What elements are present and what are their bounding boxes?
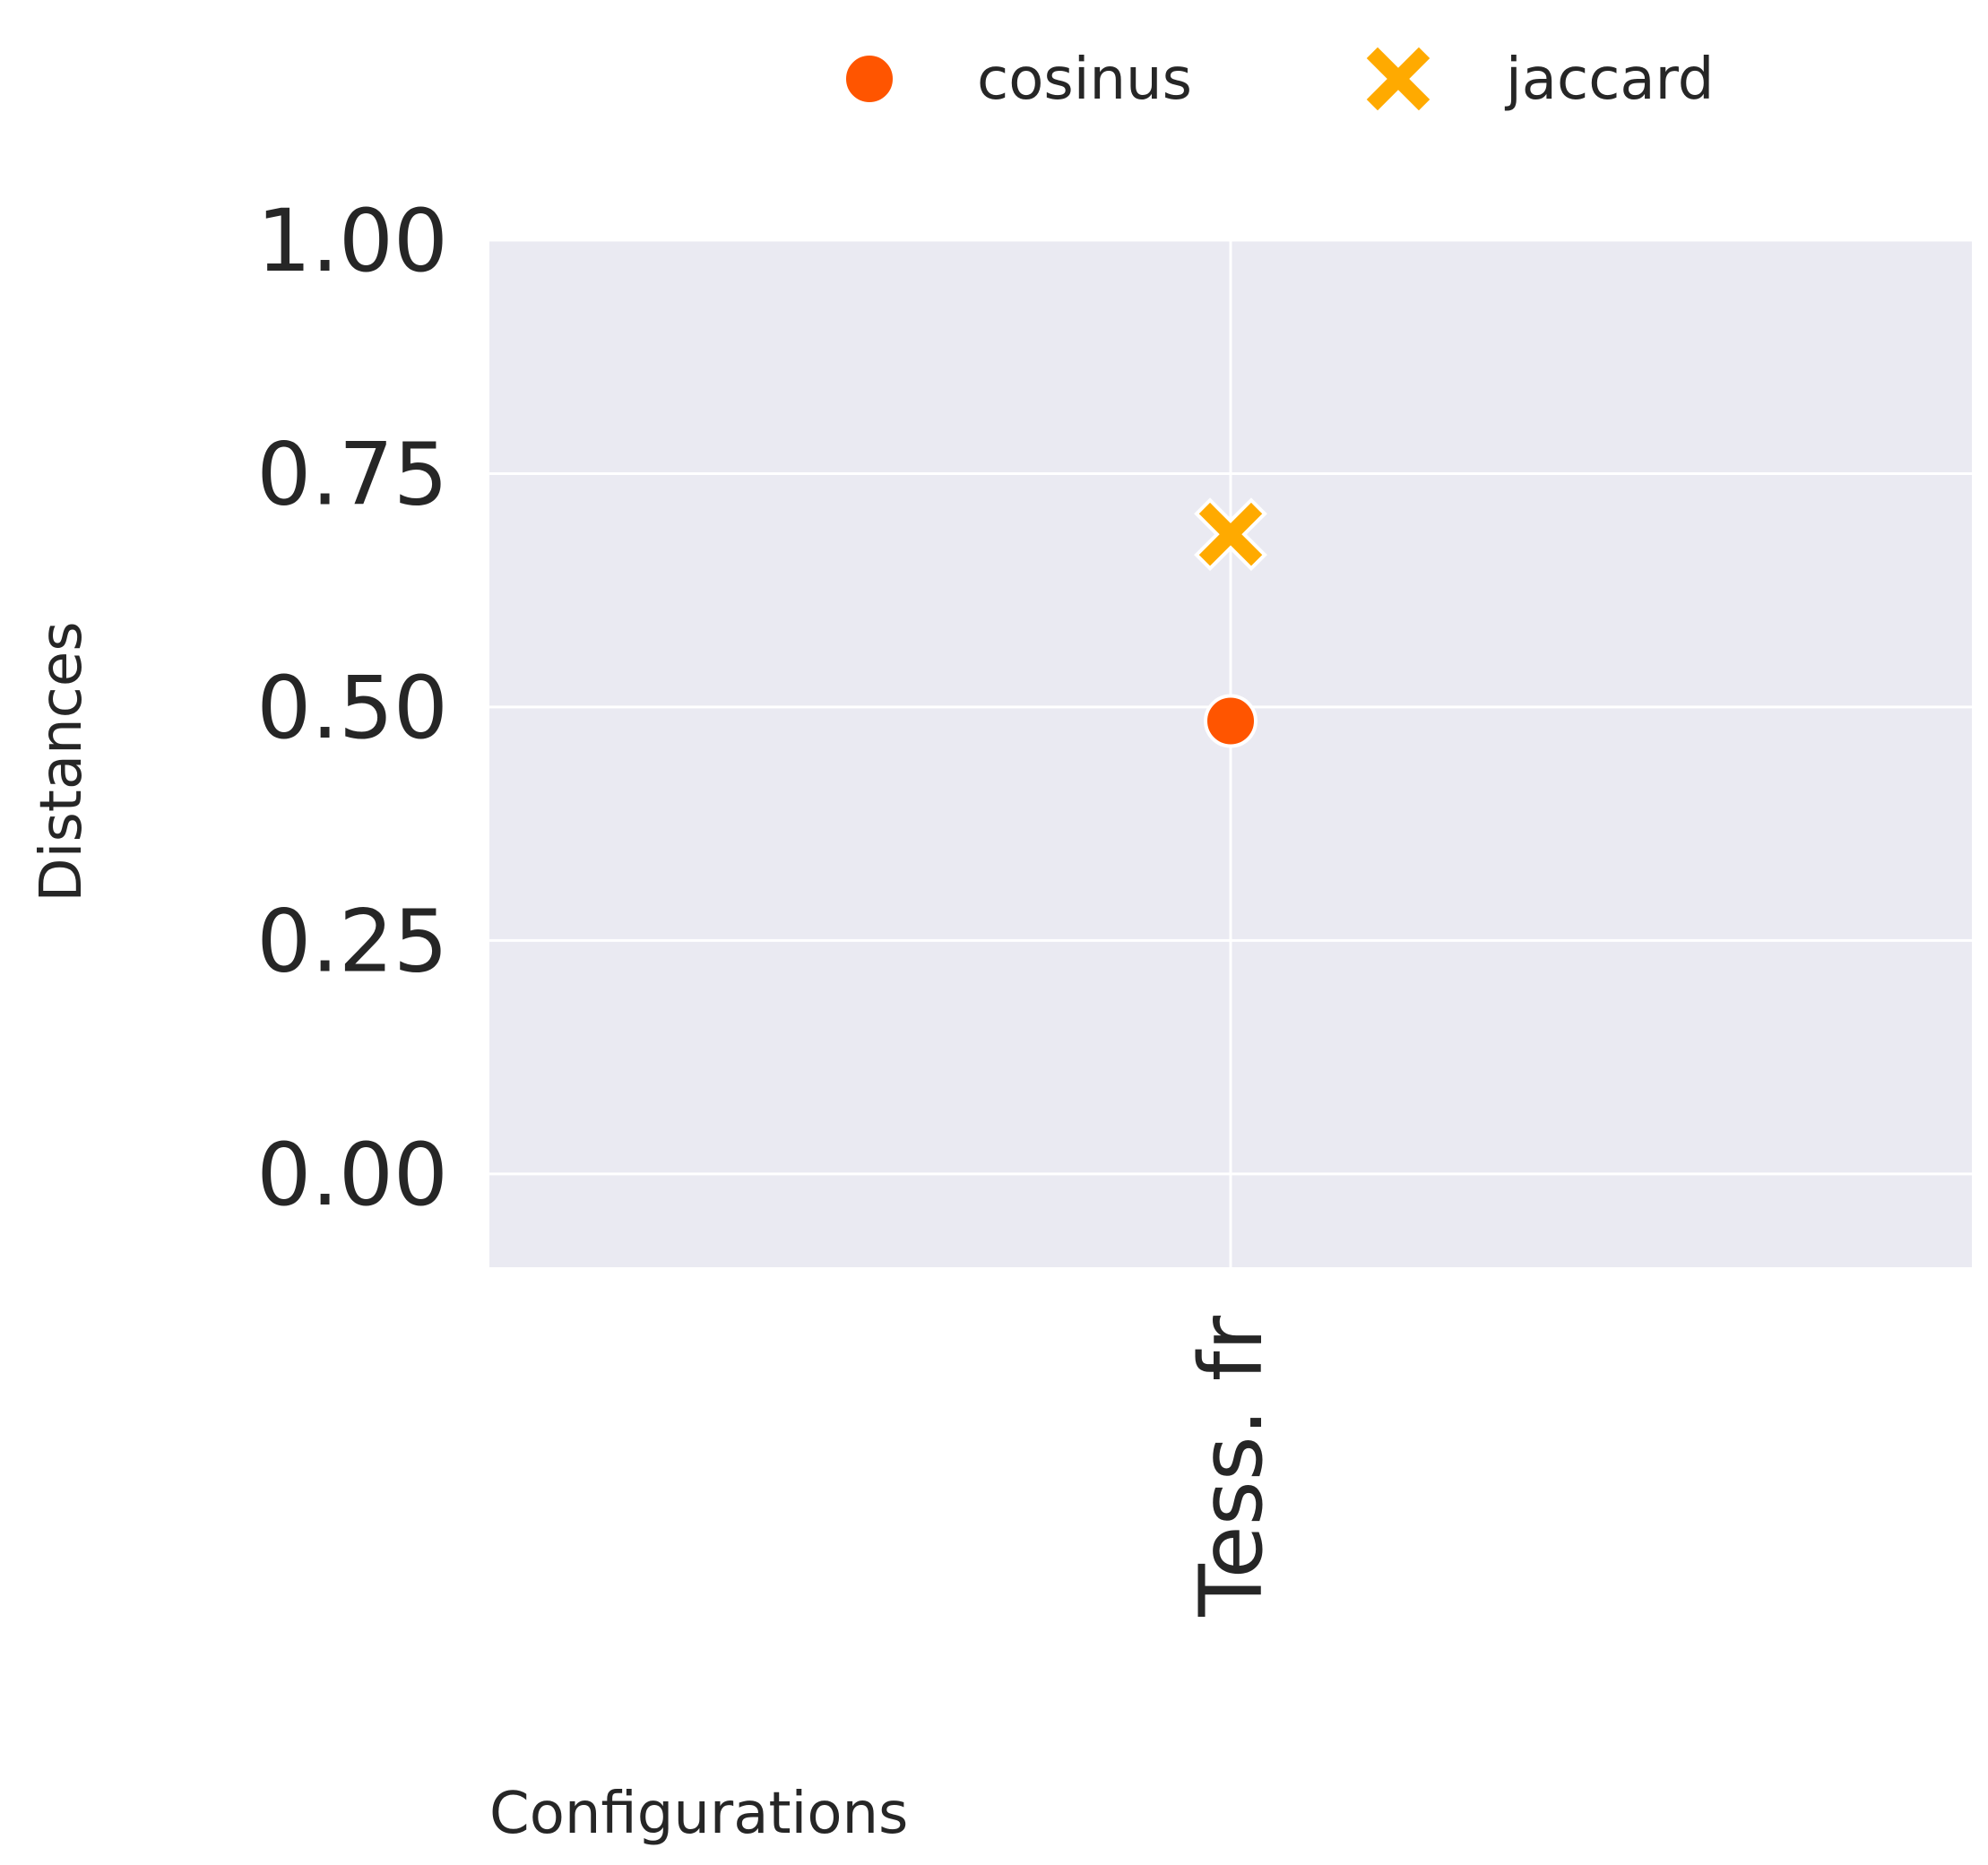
data-points <box>1194 497 1267 748</box>
legend-label-jaccard: jaccard <box>1504 47 1714 113</box>
y-tick-label: 0.00 <box>256 1125 448 1225</box>
y-tick-labels: 0.00 0.25 0.50 0.75 1.00 <box>256 191 448 1225</box>
y-tick-label: 0.75 <box>256 424 448 524</box>
x-tick-label: Tess. fr <box>1181 1315 1282 1617</box>
legend: cosinus jaccard <box>843 42 1714 116</box>
y-axis-label: Distances <box>29 621 95 902</box>
legend-marker-cosinus <box>843 52 896 106</box>
x-tick-labels: Tess. fr <box>1181 1315 1282 1617</box>
legend-label-cosinus: cosinus <box>977 47 1192 113</box>
y-tick-label: 0.50 <box>256 658 448 758</box>
data-point-cosinus <box>1204 694 1258 748</box>
legend-marker-jaccard <box>1361 42 1435 116</box>
y-tick-label: 0.25 <box>256 891 448 991</box>
x-axis-label: Configurations <box>489 1781 908 1847</box>
y-tick-label: 1.00 <box>256 191 448 291</box>
data-point-jaccard <box>1194 497 1267 572</box>
